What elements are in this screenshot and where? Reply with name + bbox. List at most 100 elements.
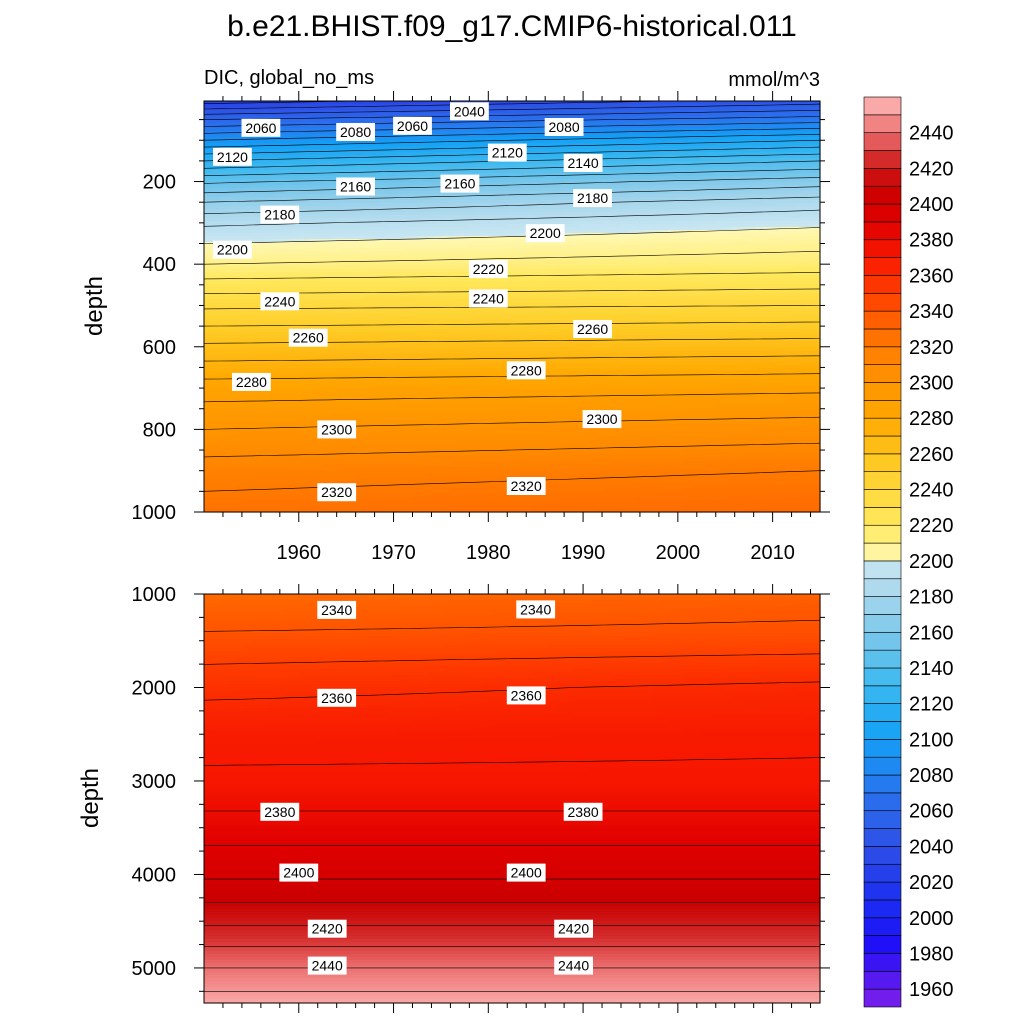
field-cell: [636, 203, 645, 207]
field-cell: [652, 182, 661, 186]
field-cell: [564, 182, 573, 186]
field-cell: [772, 248, 781, 252]
field-cell: [252, 230, 261, 234]
field-cell: [204, 248, 213, 252]
field-cell: [212, 182, 221, 186]
field-cell: [772, 194, 781, 198]
field-cell: [252, 161, 261, 165]
field-cell: [228, 227, 237, 231]
field-cell: [716, 203, 725, 207]
field-cell: [260, 179, 269, 183]
field-cell: [220, 257, 229, 261]
field-cell: [236, 107, 245, 111]
field-cell: [628, 116, 637, 120]
field-cell: [652, 224, 661, 228]
field-cell: [276, 266, 285, 270]
field-cell: [508, 215, 517, 219]
field-cell: [804, 155, 813, 159]
field-cell: [588, 101, 597, 105]
field-cell: [492, 218, 501, 222]
field-cell: [692, 173, 701, 177]
field-cell: [812, 128, 821, 132]
field-cell: [668, 128, 677, 132]
field-cell: [292, 158, 301, 162]
field-cell: [676, 173, 685, 177]
field-cell: [620, 152, 629, 156]
field-cell: [668, 185, 677, 189]
field-cell: [348, 266, 357, 270]
field-cell: [532, 110, 541, 114]
field-cell: [772, 110, 781, 114]
field-cell: [756, 218, 765, 222]
field-cell: [452, 167, 461, 171]
field-cell: [444, 161, 453, 165]
field-cell: [612, 134, 621, 138]
field-cell: [324, 248, 333, 252]
field-cell: [300, 152, 309, 156]
field-cell: [524, 254, 533, 258]
field-cell: [532, 254, 541, 258]
field-cell: [780, 206, 789, 210]
field-cell: [604, 221, 613, 225]
field-cell: [524, 140, 533, 144]
field-cell: [316, 272, 325, 276]
field-cell: [228, 113, 237, 117]
field-cell: [668, 230, 677, 234]
field-cell: [252, 176, 261, 180]
field-cell: [812, 227, 821, 231]
field-cell: [756, 143, 765, 147]
field-cell: [668, 272, 677, 276]
field-cell: [420, 266, 429, 270]
field-cell: [252, 275, 261, 279]
field-cell: [772, 137, 781, 141]
field-cell: [732, 164, 741, 168]
field-cell: [700, 179, 709, 183]
field-cell: [748, 260, 757, 264]
field-cell: [428, 266, 437, 270]
field-cell: [372, 134, 381, 138]
field-cell: [380, 248, 389, 252]
field-cell: [660, 215, 669, 219]
field-cell: [540, 263, 549, 267]
field-cell: [716, 173, 725, 177]
field-cell: [804, 242, 813, 246]
field-cell: [676, 269, 685, 273]
field-cell: [636, 143, 645, 147]
field-cell: [580, 146, 589, 150]
field-cell: [260, 176, 269, 180]
field-cell: [740, 155, 749, 159]
field-cell: [620, 248, 629, 252]
field-cell: [452, 218, 461, 222]
field-cell: [500, 161, 509, 165]
field-cell: [500, 101, 509, 105]
field-cell: [220, 230, 229, 234]
field-cell: [764, 194, 773, 198]
field-cell: [420, 242, 429, 246]
field-cell: [252, 263, 261, 267]
field-cell: [460, 158, 469, 162]
field-cell: [492, 212, 501, 216]
field-cell: [628, 119, 637, 123]
field-cell: [364, 203, 373, 207]
field-cell: [636, 188, 645, 192]
field-cell: [668, 101, 677, 105]
field-cell: [468, 224, 477, 228]
field-cell: [588, 245, 597, 249]
field-cell: [420, 104, 429, 108]
field-cell: [692, 131, 701, 135]
field-cell: [460, 149, 469, 153]
field-cell: [660, 236, 669, 240]
field-cell: [420, 143, 429, 147]
field-cell: [772, 233, 781, 237]
field-cell: [500, 245, 509, 249]
field-cell: [644, 185, 653, 189]
field-cell: [812, 239, 821, 243]
field-cell: [228, 140, 237, 144]
field-cell: [676, 107, 685, 111]
field-cell: [484, 206, 493, 210]
field-cell: [244, 269, 253, 273]
field-cell: [476, 158, 485, 162]
field-cell: [652, 140, 661, 144]
field-cell: [340, 251, 349, 255]
field-cell: [420, 113, 429, 117]
